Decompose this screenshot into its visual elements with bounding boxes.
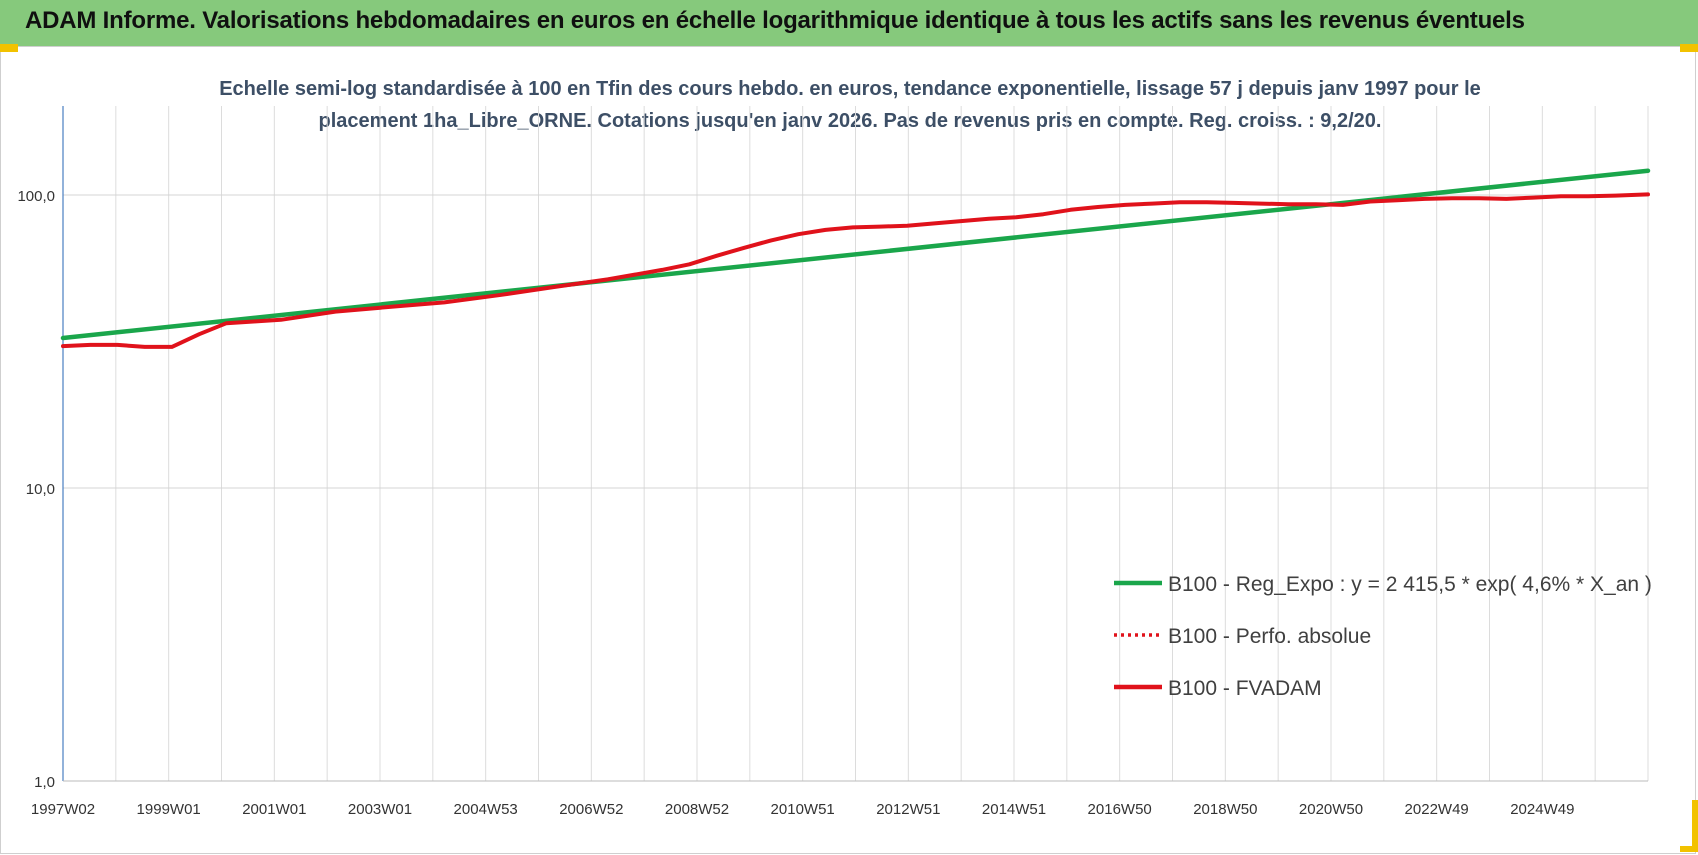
corner-marker-top-left (0, 44, 18, 52)
x-tick-label: 2004W53 (454, 801, 518, 818)
x-tick-label: 2006W52 (559, 801, 623, 818)
y-tick-label: 100,0 (17, 188, 55, 205)
x-tick-label: 1997W02 (31, 801, 95, 818)
page-title: ADAM Informe. Valorisations hebdomadaire… (25, 7, 1525, 34)
chart-subtitle-line-2: placement 1ha_Libre_ORNE. Cotations jusq… (318, 110, 1382, 132)
x-tick-label: 2016W50 (1088, 801, 1152, 818)
x-tick-label: 2003W01 (348, 801, 412, 818)
x-tick-label: 2010W51 (771, 801, 835, 818)
series-line-3 (61, 192, 1650, 349)
x-tick-label: 2014W51 (982, 801, 1046, 818)
legend-label-3: B100 - FVADAM (1168, 677, 1322, 700)
x-tick-label: 2022W49 (1405, 801, 1469, 818)
corner-marker-bottom-right-foot (1680, 846, 1698, 852)
chart-frame (0, 46, 1696, 854)
x-tick-label: 2008W52 (665, 801, 729, 818)
x-tick-label: 2020W50 (1299, 801, 1363, 818)
y-tick-label: 10,0 (26, 481, 55, 498)
chart-subtitle-line-1: Echelle semi-log standardisée à 100 en T… (219, 78, 1481, 100)
legend-label-1: B100 - Reg_Expo : y = 2 415,5 * exp( 4,6… (1168, 573, 1652, 596)
corner-marker-top-right (1680, 44, 1698, 52)
x-tick-label: 2024W49 (1510, 801, 1574, 818)
x-tick-label: 2001W01 (242, 801, 306, 818)
corner-marker-bottom-right (1692, 800, 1698, 850)
legend-label-2: B100 - Perfo. absolue (1168, 625, 1371, 648)
y-tick-label: 1,0 (34, 774, 55, 791)
series-line-1 (60, 168, 1651, 341)
x-tick-label: 1999W01 (137, 801, 201, 818)
x-tick-label: 2018W50 (1193, 801, 1257, 818)
x-tick-label: 2012W51 (876, 801, 940, 818)
